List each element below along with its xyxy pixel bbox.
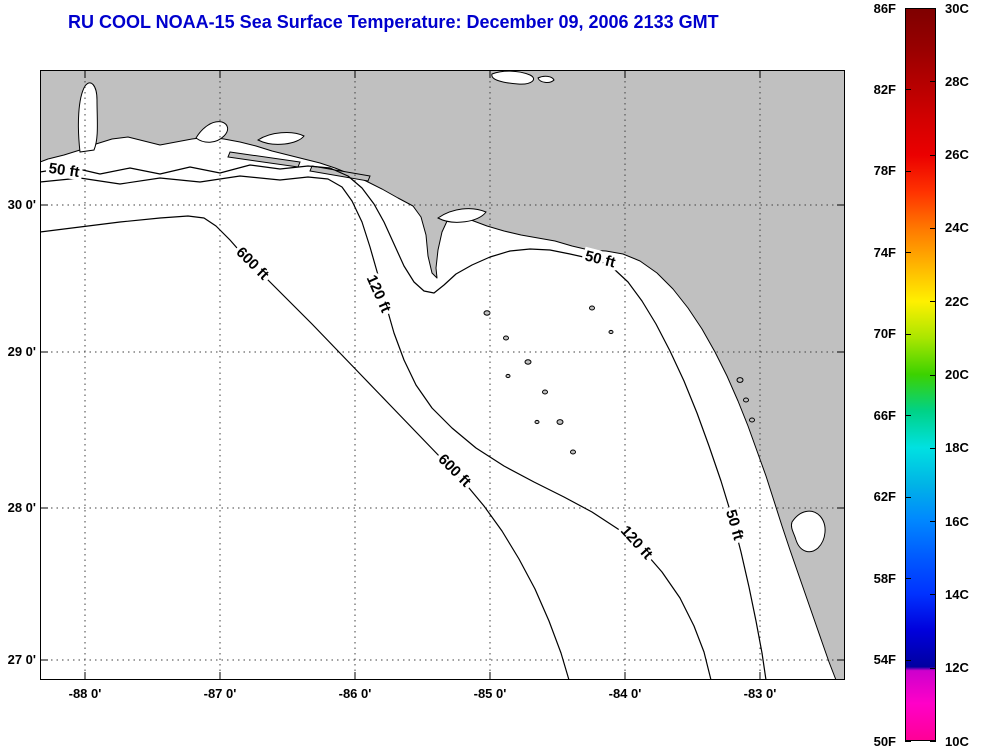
apalachicola-bay [437,208,487,223]
contour-50ft [40,164,767,680]
x-tick-label: -87 0' [203,686,237,701]
colorbar-tick [905,170,911,172]
colorbar-label-54F: 54F [873,652,896,668]
colorbar-tick [930,81,936,83]
colorbar-tick [930,447,936,449]
colorbar-celsius-labels: 30C 28C 26C 24C 22C 20C 18C 16C 14C 12C 10C [941,1,989,749]
colorbar-label-12C: 12C [945,660,969,676]
colorbar-label-58F: 58F [873,570,896,586]
colorbar-tick [930,301,936,303]
colorbar-label-30C: 30C [945,0,969,16]
lake [491,70,534,85]
bathymetry-contours [40,164,767,680]
choctawhatchee-bay [257,132,305,145]
barrier-island [309,165,371,182]
colorbar-tick [930,374,936,376]
colorbar-tick [930,154,936,156]
x-tick-label: -85 0' [473,686,507,701]
colorbar-label-62F: 62F [873,489,896,505]
colorbar-tick [905,252,911,254]
y-tick-label: 29 0' [7,344,36,359]
colorbar-tick [930,741,936,742]
y-tick-label: 30 0' [7,197,36,212]
y-tick-label: 27 0' [7,652,36,667]
colorbar-tick [905,578,911,580]
colorbar-label-28C: 28C [945,73,969,89]
colorbar-tick [905,333,911,335]
colorbar-label-78F: 78F [873,163,896,179]
x-tick-label: -88 0' [68,686,102,701]
colorbar-tick [930,8,936,9]
colorbar-label-22C: 22C [945,293,969,309]
colorbar-tick [930,667,936,669]
colorbar-tick [930,594,936,596]
colorbar-label-20C: 20C [945,367,969,382]
mobile-bay [77,82,98,153]
colorbar-label-66F: 66F [873,407,896,423]
colorbar-label-82F: 82F [873,81,896,97]
x-tick-label: -86 0' [338,686,372,701]
colorbar-tick [905,659,911,661]
axes-frame [40,70,845,680]
tampa-bay [791,510,826,553]
colorbar-label-26C: 26C [945,147,969,163]
page-title: RU COOL NOAA-15 Sea Surface Temperature:… [68,12,719,32]
x-tick-label: -83 0' [743,686,777,701]
colorbar-label-50F: 50F [873,733,896,749]
lake [537,75,555,83]
colorbar-tick [905,496,911,498]
grid-lines [40,70,845,680]
colorbar-label-24C: 24C [945,220,969,236]
colorbar-tick [905,415,911,417]
axis-ticks [40,70,845,680]
contour-120ft [40,175,712,680]
colorbar-label-16C: 16C [945,513,969,529]
colorbar-tick [905,741,911,742]
colorbar-label-18C: 18C [945,440,969,456]
y-tick-label: 28 0' [7,500,36,515]
colorbar-tick [930,521,936,523]
contour-600ft [40,215,570,680]
colorbar-label-70F: 70F [873,326,896,342]
sst-map: 50 ft 600 ft 120 ft 50 ft 600 ft 120 ft … [40,70,845,680]
colorbar-label-86F: 86F [873,0,896,16]
colorbar-tick [905,89,911,91]
colorbar-tick [905,8,911,9]
colorbar-label-14C: 14C [945,586,969,602]
x-tick-label: -84 0' [608,686,642,701]
colorbar-label-74F: 74F [873,244,896,260]
colorbar-label-10C: 10C [945,733,969,749]
colorbar-tick [930,227,936,229]
colorbar-fahrenheit-labels: 86F 82F 78F 74F 70F 66F 62F 58F 54F 50F [852,1,900,749]
